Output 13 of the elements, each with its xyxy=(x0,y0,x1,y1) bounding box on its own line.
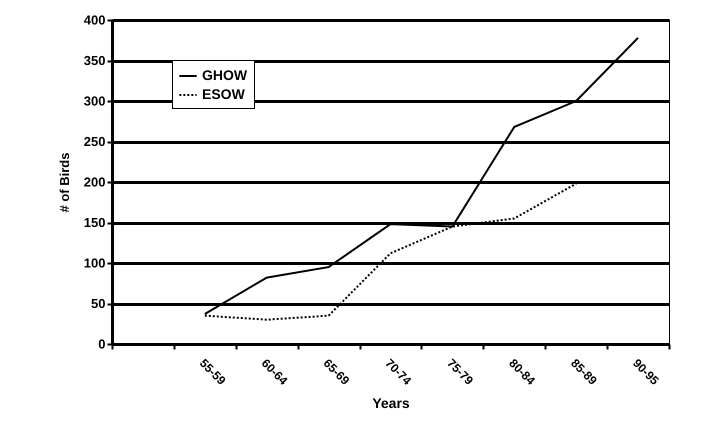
y-tick-label: 300 xyxy=(84,94,106,108)
y-tick-label: 400 xyxy=(84,12,106,28)
y-tick-label: 100 xyxy=(84,256,106,270)
y-tick-label: 200 xyxy=(84,174,106,190)
y-tick-label: 350 xyxy=(84,53,106,68)
y-tick-label: 150 xyxy=(84,215,106,230)
legend-label: ESOW xyxy=(202,86,246,102)
y-tick-label: 250 xyxy=(84,134,106,149)
y-axis-title: # of Birds xyxy=(56,152,72,212)
y-tick-label: 50 xyxy=(91,296,106,311)
legend-label: GHOW xyxy=(202,67,248,83)
y-tick-label: 0 xyxy=(98,336,106,352)
x-axis-title: Years xyxy=(372,394,410,411)
